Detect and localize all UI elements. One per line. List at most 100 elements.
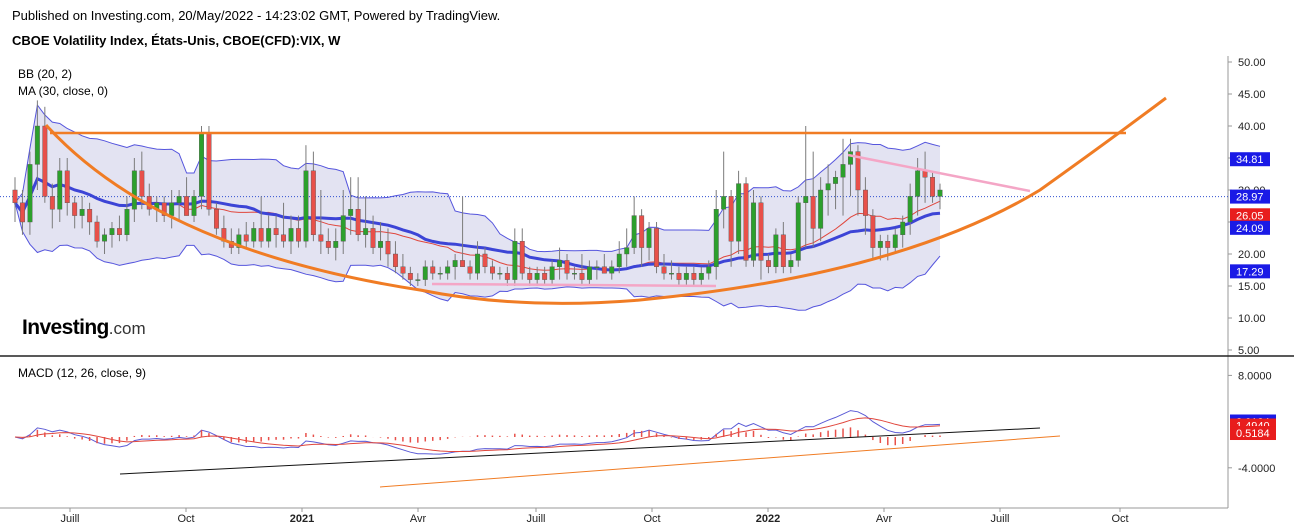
candle-down — [94, 221, 100, 242]
trend-drawings[interactable] — [44, 96, 1167, 305]
candle-down — [243, 234, 249, 242]
candle-down — [430, 266, 436, 274]
time-tick-label: Avr — [410, 513, 427, 525]
candle-up — [236, 234, 242, 248]
candle-down — [139, 170, 145, 197]
time-tick-label: Juill — [991, 513, 1010, 525]
candle-up — [937, 189, 943, 197]
candle-down — [519, 240, 525, 274]
candle-up — [251, 228, 257, 242]
candle-down — [310, 170, 316, 236]
candle-down — [64, 170, 70, 204]
candle-down — [601, 266, 607, 274]
candle-up — [79, 208, 85, 216]
candle-up — [795, 202, 801, 261]
time-tick-label: 2022 — [756, 513, 780, 525]
bb-upper-line — [14, 103, 941, 253]
candle-up — [833, 176, 838, 184]
candle-down — [116, 228, 122, 235]
candle-up — [631, 215, 637, 248]
macd-badge-label: 0.5184 — [1236, 428, 1270, 440]
macd-trendline-black — [119, 427, 1041, 475]
bb-fill-area — [15, 105, 940, 311]
ma-indicator-label[interactable]: MA (30, close, 0) — [18, 84, 108, 98]
price-badge-label: 24.09 — [1236, 223, 1264, 235]
candle-up — [199, 132, 205, 197]
price-tick-label: 50.00 — [1238, 57, 1266, 69]
candle-down — [743, 183, 749, 261]
candle-down — [758, 202, 764, 261]
candle-up — [683, 273, 689, 280]
candle-down — [467, 266, 473, 274]
time-tick-label: Oct — [1111, 513, 1128, 525]
macd-trendline-orange — [379, 435, 1061, 488]
candle-down — [355, 208, 361, 235]
candle-up — [646, 228, 652, 248]
candle-down — [654, 228, 659, 267]
candle-up — [378, 240, 383, 248]
candle-up — [736, 183, 742, 242]
candle-up — [721, 196, 727, 210]
candle-down — [87, 208, 93, 223]
candle-down — [49, 196, 55, 210]
time-axis-ticks: Juill Oct 2021 Avr Juill Oct 2022 Avr Juill Oct — [61, 508, 1129, 525]
bb-indicator-label[interactable]: BB (20, 2) — [18, 67, 72, 81]
candle-up — [169, 202, 175, 216]
candle-up — [915, 170, 921, 197]
candle-down — [407, 273, 413, 280]
time-tick-label: 2021 — [290, 513, 314, 525]
price-badge — [1230, 152, 1270, 167]
candle-down — [579, 273, 585, 280]
candle-up — [803, 196, 809, 203]
candle-up — [437, 273, 443, 275]
candle-up — [288, 228, 294, 242]
candle-up — [348, 208, 354, 216]
candle-up — [818, 189, 824, 229]
macd-tick-label: -4.0000 — [1238, 463, 1275, 475]
candle-up — [907, 196, 913, 223]
price-badge-label: 28.97 — [1236, 192, 1264, 204]
candle-up — [27, 164, 33, 223]
candle-up — [616, 253, 622, 268]
candle-up — [303, 170, 309, 242]
candle-up — [892, 234, 898, 248]
time-tick-label: Oct — [177, 513, 194, 525]
price-tick-label: 20.00 — [1238, 249, 1266, 261]
candle-up — [877, 240, 883, 248]
candle-up — [609, 266, 615, 274]
macd-axis-ticks: 8.0000 -4.0000 — [1228, 370, 1275, 475]
macd-badge — [1230, 426, 1276, 441]
candle-down — [42, 125, 48, 197]
candle-up — [445, 266, 451, 274]
price-tick-label: 15.00 — [1238, 281, 1266, 293]
candle-up — [549, 266, 555, 280]
candle-down — [325, 240, 331, 248]
published-caption: Published on Investing.com, 20/May/2022 … — [12, 8, 501, 23]
price-tick-label: 10.00 — [1238, 313, 1266, 325]
bollinger-band-fill — [15, 105, 940, 311]
candlesticks[interactable] — [12, 100, 943, 286]
candle-up — [102, 234, 108, 242]
candle-up — [363, 228, 369, 235]
price-badge — [1230, 208, 1270, 223]
price-badge-label: 26.05 — [1236, 210, 1264, 222]
candle-down — [393, 253, 398, 268]
candle-up — [422, 266, 428, 280]
price-badge — [1230, 189, 1270, 204]
candle-up — [340, 215, 346, 242]
time-tick-label: Avr — [876, 513, 893, 525]
candle-up — [825, 183, 831, 191]
candle-up — [773, 234, 779, 268]
candle-up — [706, 266, 712, 274]
candle-up — [57, 170, 63, 210]
candle-down — [318, 234, 324, 242]
chart-title: CBOE Volatility Index, États-Unis, CBOE(… — [12, 33, 341, 48]
candle-down — [161, 202, 167, 216]
candle-down — [691, 273, 697, 280]
candle-down — [676, 273, 682, 280]
macd-indicator-label[interactable]: MACD (12, 26, close, 9) — [18, 366, 146, 380]
macd-pane[interactable] — [14, 410, 1061, 488]
candle-up — [624, 247, 630, 255]
time-tick-label: Juill — [527, 513, 546, 525]
